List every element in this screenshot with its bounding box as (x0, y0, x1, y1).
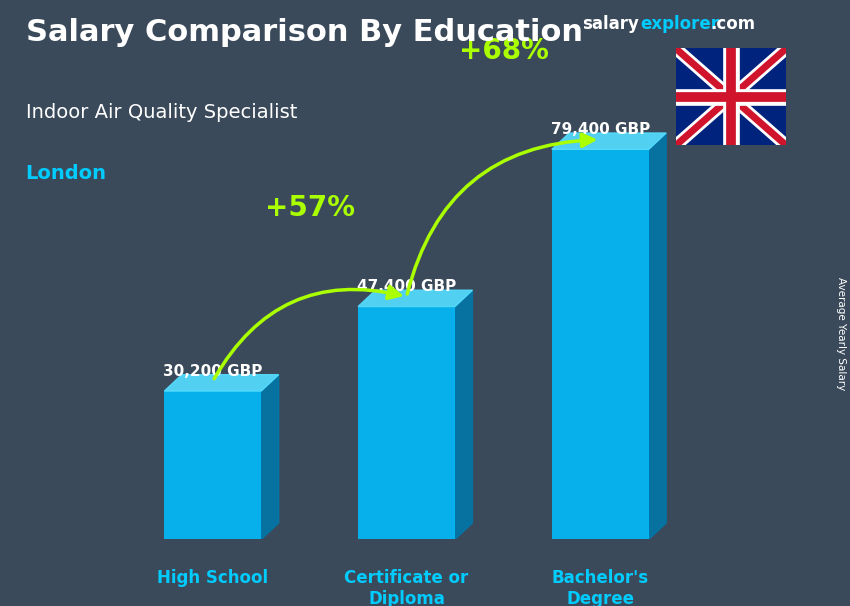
Bar (164, 391, 261, 539)
Text: salary: salary (582, 15, 639, 33)
Polygon shape (455, 290, 473, 539)
Text: +57%: +57% (264, 195, 354, 222)
Text: 30,200 GBP: 30,200 GBP (163, 364, 263, 379)
Polygon shape (164, 375, 279, 391)
Text: +68%: +68% (458, 37, 548, 65)
Text: explorer: explorer (640, 15, 719, 33)
Polygon shape (552, 133, 666, 149)
Text: High School: High School (157, 569, 269, 587)
Text: Bachelor's
Degree: Bachelor's Degree (552, 569, 649, 606)
Text: Certificate or
Diploma: Certificate or Diploma (344, 569, 468, 606)
Bar (358, 307, 455, 539)
Text: .com: .com (710, 15, 755, 33)
Bar (552, 149, 649, 539)
Text: 79,400 GBP: 79,400 GBP (551, 122, 650, 137)
Text: 47,400 GBP: 47,400 GBP (357, 279, 456, 295)
Text: Salary Comparison By Education: Salary Comparison By Education (26, 18, 582, 47)
Text: Indoor Air Quality Specialist: Indoor Air Quality Specialist (26, 103, 297, 122)
Polygon shape (358, 290, 473, 307)
Polygon shape (261, 375, 279, 539)
Polygon shape (649, 133, 666, 539)
Text: London: London (26, 164, 106, 182)
Text: Average Yearly Salary: Average Yearly Salary (836, 277, 846, 390)
